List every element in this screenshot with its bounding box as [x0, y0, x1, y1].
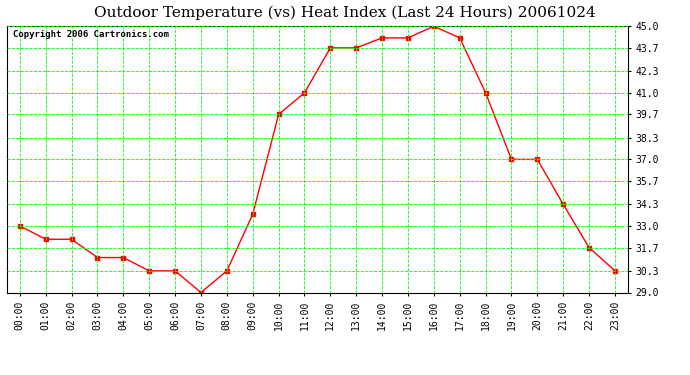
- Text: Copyright 2006 Cartronics.com: Copyright 2006 Cartronics.com: [13, 30, 169, 39]
- Text: Outdoor Temperature (vs) Heat Index (Last 24 Hours) 20061024: Outdoor Temperature (vs) Heat Index (Las…: [94, 6, 596, 20]
